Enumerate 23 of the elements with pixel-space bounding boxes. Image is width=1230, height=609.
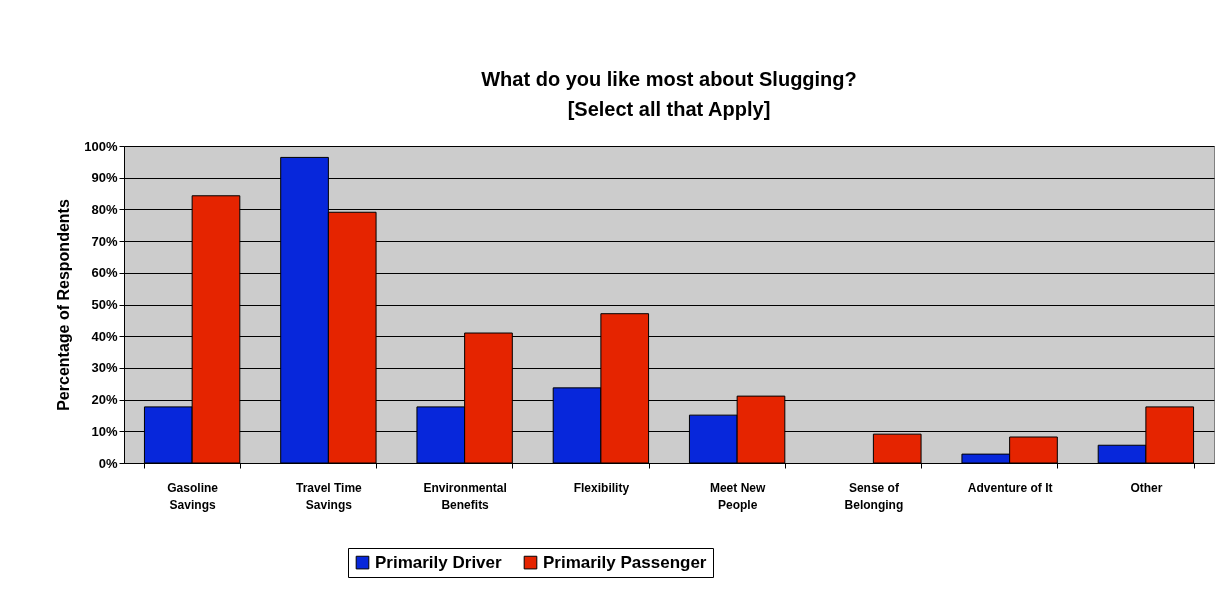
x-tick-label: Travel Time Savings [295, 480, 363, 512]
x-tick-label: Sense of Belonging [844, 480, 904, 512]
y-tick-label: 50% [91, 297, 118, 312]
legend-label: Primarily Passenger [543, 552, 707, 572]
x-tick-label: Environmental Benefits [423, 480, 507, 512]
x-tick-label: Other [1130, 480, 1163, 495]
y-tick-label: 40% [91, 328, 118, 344]
x-tick-label: Adventure of It [967, 480, 1053, 495]
legend-label: Primarily Driver [375, 552, 503, 572]
y-tick-label: 10% [91, 423, 118, 439]
x-tick-label: Flexibility [573, 480, 630, 495]
y-axis-title: Percentage of Respondents [55, 199, 73, 411]
chart-title: What do you like most about Slugging? [Select all that Apply] [481, 68, 857, 120]
y-tick-label: 30% [91, 360, 118, 376]
y-tick-label: 60% [91, 265, 118, 281]
y-tick-label: 0% [98, 455, 118, 471]
y-tick-label: 80% [91, 201, 118, 217]
y-tick-label: 100% [84, 138, 118, 154]
x-tick-label: Gasoline Savings [167, 480, 219, 512]
y-tick-label: 70% [91, 233, 118, 249]
y-tick-label: 90% [91, 170, 118, 186]
y-tick-label: 20% [91, 392, 118, 408]
x-tick-label: Meet New People [709, 480, 766, 512]
